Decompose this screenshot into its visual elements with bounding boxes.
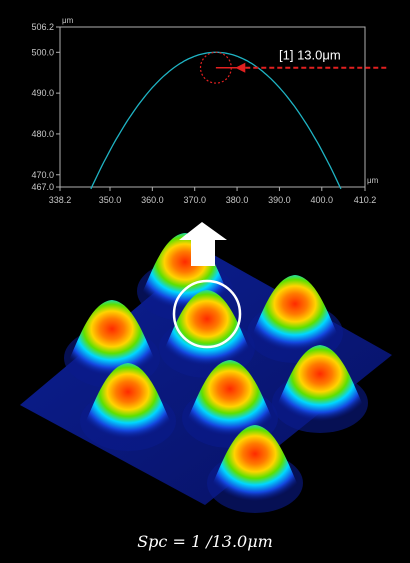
y-tick-label: 480.0 [31,129,54,139]
y-axis-unit: μm [62,16,74,25]
x-tick-label: 360.0 [141,195,164,205]
y-tick-label: 490.0 [31,88,54,98]
x-axis-unit: μm [367,176,379,185]
x-tick-label: 400.0 [311,195,334,205]
x-tick-label: 380.0 [226,195,249,205]
surface-3d-view [20,222,392,513]
surface-peak [207,425,303,513]
x-tick-label: 390.0 [268,195,291,205]
radius-annotation: [1] 13.0μm [279,48,341,63]
surface-peak [182,360,278,448]
surface-peak [272,345,368,433]
x-tick-label: 338.2 [49,195,72,205]
y-tick-label: 467.0 [31,182,54,192]
profile-plot: 506.2 500.0 490.0 480.0 470.0 467.0 338.2 350.… [31,16,387,205]
annotation-arrow-head [235,62,246,73]
spc-formula: Spc = 1 /13.0μm [137,532,273,551]
plot-border [59,26,366,188]
y-tick-label: 500.0 [31,47,54,57]
y-axis-ticks: 506.2 500.0 490.0 480.0 470.0 467.0 [31,22,60,192]
y-tick-label: 506.2 [31,22,54,32]
surface-peaks [64,233,368,513]
x-tick-label: 370.0 [183,195,206,205]
plot-frame [59,26,366,188]
surface-peak [80,363,176,451]
x-axis-ticks: 338.2 350.0 360.0 370.0 380.0 390.0 400.0 410.2 [49,187,377,205]
x-tick-label: 410.2 [354,195,377,205]
y-tick-label: 470.0 [31,170,54,180]
x-tick-label: 350.0 [99,195,122,205]
up-arrow [179,222,227,266]
highlighted-peak-circle [172,279,242,349]
